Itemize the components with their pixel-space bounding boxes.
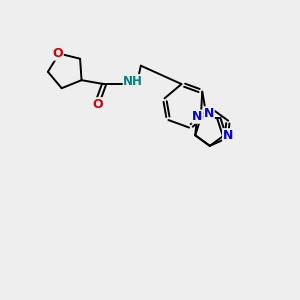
Text: N: N	[192, 110, 202, 123]
Text: N: N	[204, 107, 214, 120]
Text: O: O	[92, 98, 103, 111]
Text: N: N	[223, 129, 233, 142]
Text: NH: NH	[123, 75, 143, 88]
Text: O: O	[52, 47, 63, 60]
